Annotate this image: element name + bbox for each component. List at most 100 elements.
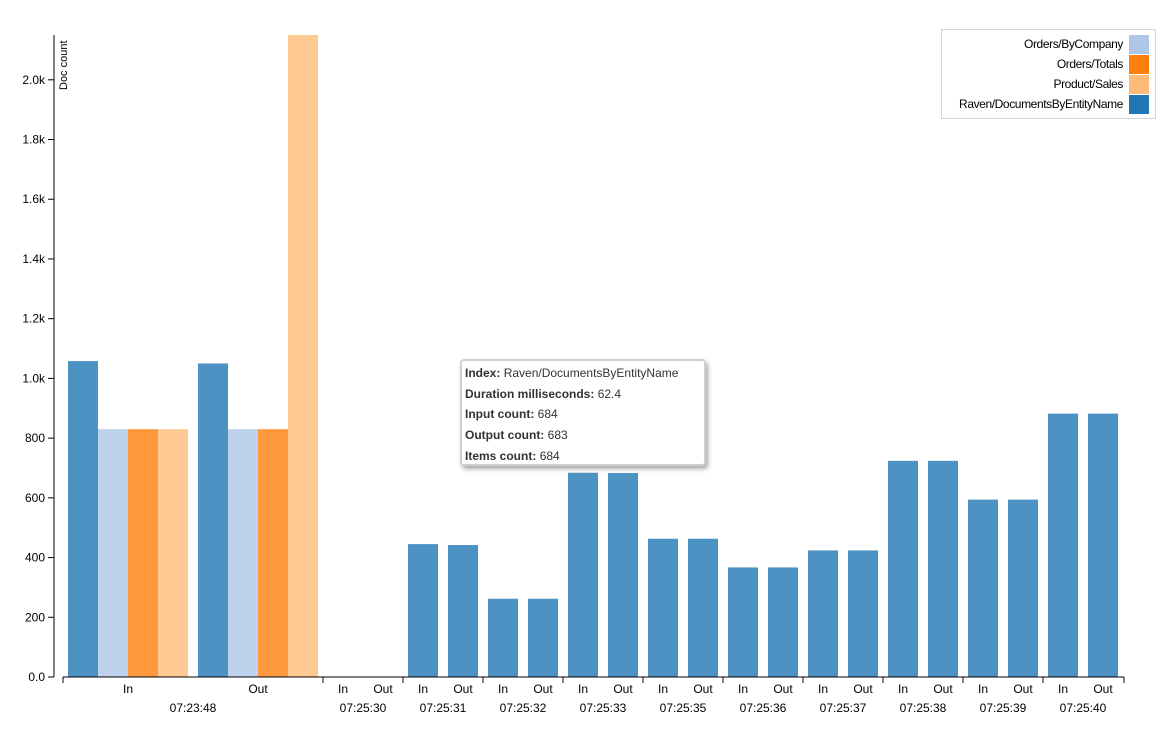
x-sub-label-out: Out — [1013, 682, 1033, 696]
y-tick-label: 2.0k — [22, 73, 46, 87]
bar-orders-bycompany-072348-in[interactable] — [98, 429, 128, 677]
x-axis: In Out 07:23:48 In Out 07:25:30 In Out 07:25:31 I… — [62, 676, 1125, 715]
bar-raven-documentsbyentityname-072537-out[interactable] — [848, 550, 878, 677]
bar-raven-documentsbyentityname-072531-in[interactable] — [408, 544, 438, 677]
tooltip-index-value: Raven/DocumentsByEntityName — [503, 366, 679, 380]
legend-label: Raven/DocumentsByEntityName — [959, 97, 1123, 111]
bar-raven-documentsbyentityname-072536-out[interactable] — [768, 567, 798, 677]
x-group-label: 07:25:30 — [340, 701, 387, 715]
bar-raven-documentsbyentityname-072537-in[interactable] — [808, 550, 838, 677]
x-sub-label-in: In — [123, 682, 133, 696]
tooltip-items-row: Items count: 684 — [465, 446, 701, 467]
x-group-label: 07:25:32 — [500, 701, 547, 715]
bar-product-sales-072348-out[interactable] — [288, 35, 318, 677]
tooltip-index-row: Index: Raven/DocumentsByEntityName — [465, 363, 701, 384]
x-sub-label-out: Out — [933, 682, 953, 696]
bar-raven-documentsbyentityname-072540-out[interactable] — [1088, 413, 1118, 677]
tooltip-output-value: 683 — [547, 428, 568, 443]
tooltip-input-row: Input count: 684 — [465, 404, 701, 425]
bar-raven-documentsbyentityname-072538-in[interactable] — [888, 460, 918, 677]
y-tick-label: 0.0 — [28, 670, 45, 684]
bar-orders-totals-072348-in[interactable] — [128, 429, 158, 677]
bar-raven-documentsbyentityname-072533-in[interactable] — [568, 472, 598, 677]
y-tick-label: 1.2k — [22, 312, 46, 326]
bar-raven-documentsbyentityname-072540-in[interactable] — [1048, 413, 1078, 677]
bar-raven-documentsbyentityname-072539-out[interactable] — [1008, 499, 1038, 677]
bar-tooltip: Index: Raven/DocumentsByEntityName Durat… — [460, 359, 706, 466]
x-group-label: 07:25:38 — [900, 701, 947, 715]
legend-item-raven-documentsbyentityname[interactable]: Raven/DocumentsByEntityName — [959, 94, 1149, 114]
tooltip-duration-value: 62.4 — [597, 386, 622, 401]
y-tick-label: 1.6k — [22, 192, 46, 206]
x-sub-label-out: Out — [613, 682, 633, 696]
x-group-label: 07:25:33 — [580, 701, 627, 715]
legend: Orders/ByCompany Orders/Totals Product/S… — [941, 29, 1156, 119]
y-tick-label: 1.4k — [22, 252, 46, 266]
x-group-label: 07:25:31 — [420, 701, 467, 715]
bar-raven-documentsbyentityname-072539-in[interactable] — [968, 499, 998, 677]
tooltip-items-key: Items count: — [465, 448, 537, 463]
tooltip-items-value: 684 — [539, 448, 560, 463]
legend-swatch — [1129, 54, 1149, 74]
x-group-label: 07:25:36 — [740, 701, 787, 715]
bar-raven-documentsbyentityname-072533-out[interactable] — [608, 473, 638, 677]
bar-orders-bycompany-072348-out[interactable] — [228, 429, 258, 677]
x-sub-label-out: Out — [853, 682, 873, 696]
legend-swatch — [1129, 74, 1149, 94]
tooltip-duration-row: Duration milliseconds: 62.4 — [465, 384, 701, 405]
x-sub-label-in: In — [418, 682, 428, 696]
y-tick-label: 1.8k — [22, 133, 46, 147]
x-sub-label-in: In — [338, 682, 348, 696]
x-sub-label-in: In — [1058, 682, 1068, 696]
tooltip-output-key: Output count: — [465, 428, 545, 443]
x-sub-label-in: In — [818, 682, 828, 696]
legend-swatch — [1129, 94, 1149, 114]
y-tick-label: 200 — [25, 610, 45, 624]
legend-label: Product/Sales — [1053, 77, 1123, 91]
tooltip-duration-key: Duration milliseconds: — [465, 386, 595, 401]
x-sub-label-in: In — [578, 682, 588, 696]
x-sub-label-out: Out — [373, 682, 393, 696]
x-group-label: 07:25:40 — [1060, 701, 1107, 715]
x-sub-label-out: Out — [773, 682, 793, 696]
legend-swatch — [1129, 34, 1149, 54]
legend-item-orders-totals[interactable]: Orders/Totals — [1057, 54, 1149, 74]
x-sub-label-in: In — [498, 682, 508, 696]
y-tick-label: 1.0k — [22, 371, 46, 385]
tooltip-index-key: Index: — [465, 366, 501, 380]
bar-raven-documentsbyentityname-072531-out[interactable] — [448, 545, 478, 677]
x-sub-label-in: In — [658, 682, 668, 696]
x-sub-label-in: In — [898, 682, 908, 696]
bar-raven-documentsbyentityname-072535-out[interactable] — [688, 538, 718, 677]
x-group-label: 07:25:37 — [820, 701, 867, 715]
x-group-label: 07:25:39 — [980, 701, 1027, 715]
bar-raven-documentsbyentityname-072532-out[interactable] — [528, 598, 558, 677]
bar-raven-documentsbyentityname-072536-in[interactable] — [728, 567, 758, 677]
legend-item-product-sales[interactable]: Product/Sales — [1053, 74, 1149, 94]
x-sub-label-out: Out — [1093, 682, 1113, 696]
bar-raven-documentsbyentityname-072532-in[interactable] — [488, 598, 518, 677]
bar-raven-documentsbyentityname-072348-out[interactable] — [198, 363, 228, 677]
bars-layer — [68, 35, 1118, 677]
x-group-label: 07:25:35 — [660, 701, 707, 715]
bar-raven-documentsbyentityname-072348-in[interactable] — [68, 361, 98, 677]
x-sub-label-out: Out — [453, 682, 473, 696]
x-group-label: 07:23:48 — [170, 701, 217, 715]
y-axis-label: Doc count — [58, 40, 70, 90]
x-sub-label-out: Out — [693, 682, 713, 696]
x-sub-label-out: Out — [533, 682, 553, 696]
bar-raven-documentsbyentityname-072535-in[interactable] — [648, 538, 678, 677]
bar-orders-totals-072348-out[interactable] — [258, 429, 288, 677]
y-tick-label: 400 — [25, 551, 45, 565]
bar-product-sales-072348-in[interactable] — [158, 429, 188, 677]
tooltip-output-row: Output count: 683 — [465, 425, 701, 446]
legend-label: Orders/ByCompany — [1024, 37, 1123, 51]
x-sub-label-in: In — [978, 682, 988, 696]
tooltip-input-key: Input count: — [465, 407, 535, 422]
legend-label: Orders/Totals — [1056, 57, 1124, 71]
y-tick-label: 600 — [25, 491, 45, 505]
legend-item-orders-bycompany[interactable]: Orders/ByCompany — [1024, 34, 1149, 54]
bar-raven-documentsbyentityname-072538-out[interactable] — [928, 460, 958, 677]
y-axis: 0.0 200 400 600 800 1.0k 1.2k 1.4k 1.6k 1.8k 2.0k — [22, 35, 55, 684]
